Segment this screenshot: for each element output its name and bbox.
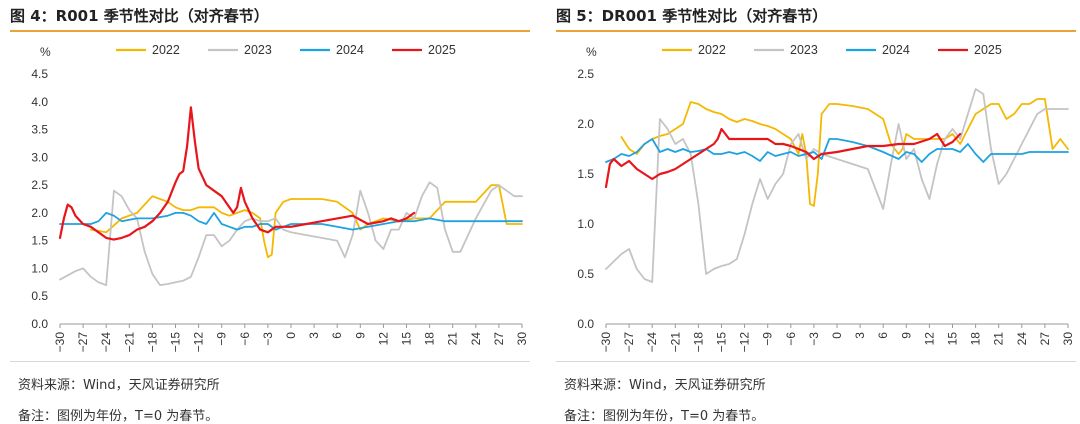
series-line-2023 xyxy=(59,181,523,287)
y-tick-label: 2.5 xyxy=(31,178,48,192)
x-tick-label: 12 xyxy=(922,332,936,346)
x-tick-label: −27 xyxy=(76,332,90,353)
x-tick-label: 27 xyxy=(492,332,506,346)
x-tick-label: −24 xyxy=(99,332,113,353)
y-tick-label: 1.0 xyxy=(577,217,594,231)
legend-label: 2024 xyxy=(882,43,910,57)
y-tick-label: 0.5 xyxy=(577,267,594,281)
y-tick-label: 1.5 xyxy=(577,167,594,181)
x-tick-label: 0 xyxy=(284,332,298,339)
x-tick-label: 24 xyxy=(1015,332,1029,346)
legend-label: 2023 xyxy=(790,43,818,57)
x-tick-label: 15 xyxy=(946,332,960,346)
legend-label: 2022 xyxy=(152,43,180,57)
legend-label: 2025 xyxy=(428,43,456,57)
series-line-2024 xyxy=(605,138,1069,163)
remark-note: 备注：图例为年份，T=0 为春节。 xyxy=(564,409,765,424)
legend-label: 2025 xyxy=(974,43,1002,57)
x-tick-label: −3 xyxy=(807,332,821,346)
x-tick-label: 3 xyxy=(853,332,867,339)
x-tick-label: 30 xyxy=(1061,332,1075,346)
x-tick-label: 27 xyxy=(1038,332,1052,346)
legend-item-2022: 2022 xyxy=(662,43,726,57)
chart-panel-r001: 图 4：R001 季节性对比（对齐春节） % 0.0 0.5 1.0 1.5 2.0 2.5… xyxy=(10,0,530,424)
series-line-2022 xyxy=(620,98,1069,207)
x-tick-label: −6 xyxy=(238,332,252,346)
series-line-2024 xyxy=(59,211,523,231)
series-line-2025 xyxy=(58,106,416,241)
x-tick-label: −30 xyxy=(599,332,613,353)
y-unit-label: % xyxy=(586,45,597,59)
legend-item-2024: 2024 xyxy=(846,43,910,57)
x-tick-label: 18 xyxy=(969,332,983,346)
legend-item-2023: 2023 xyxy=(208,43,272,57)
source-note: 资料来源：Wind，天风证券研究所 xyxy=(18,378,220,393)
chart-title: 图 4：R001 季节性对比（对齐春节） xyxy=(10,7,269,25)
x-tick-label: −15 xyxy=(169,332,183,353)
legend-item-2025: 2025 xyxy=(392,43,456,57)
legend-item-2025: 2025 xyxy=(938,43,1002,57)
y-tick-label: 4.5 xyxy=(31,67,48,81)
y-tick-label: 3.5 xyxy=(31,123,48,137)
x-tick-label: 15 xyxy=(400,332,414,346)
x-tick-label: 21 xyxy=(446,332,460,346)
x-tick-label: −12 xyxy=(738,332,752,353)
chart-panel-dr001: 图 5：DR001 季节性对比（对齐春节） % 0.0 0.5 1.0 1.5 2.0 2.… xyxy=(556,0,1076,424)
series-line-2023 xyxy=(605,88,1069,283)
y-tick-label: 2.5 xyxy=(577,67,594,81)
series-line-2025 xyxy=(604,127,962,189)
x-tick-label: −9 xyxy=(215,332,229,346)
x-tick-label: 9 xyxy=(353,332,367,339)
x-tick-label: −24 xyxy=(645,332,659,353)
x-tick-label: 9 xyxy=(899,332,913,339)
legend-label: 2023 xyxy=(244,43,272,57)
y-tick-label: 0.5 xyxy=(31,289,48,303)
x-tick-label: −9 xyxy=(761,332,775,346)
chart-title: 图 5：DR001 季节性对比（对齐春节） xyxy=(556,7,828,25)
x-tick-label: −21 xyxy=(668,332,682,353)
x-tick-label: −15 xyxy=(715,332,729,353)
source-note: 资料来源：Wind，天风证券研究所 xyxy=(564,378,766,393)
x-tick-label: 0 xyxy=(830,332,844,339)
y-tick-label: 1.5 xyxy=(31,234,48,248)
footer-divider xyxy=(10,361,530,362)
y-tick-label: 2.0 xyxy=(31,206,48,220)
y-unit-label: % xyxy=(40,45,51,59)
y-tick-label: 4.0 xyxy=(31,95,48,109)
x-tick-label: −6 xyxy=(784,332,798,346)
y-tick-label: 2.0 xyxy=(577,117,594,131)
y-tick-label: 3.0 xyxy=(31,150,48,164)
series-line-2022 xyxy=(89,184,523,259)
legend-item-2022: 2022 xyxy=(116,43,180,57)
x-tick-label: 18 xyxy=(423,332,437,346)
y-tick-label: 0.0 xyxy=(31,317,48,331)
legend-item-2023: 2023 xyxy=(754,43,818,57)
x-tick-label: 30 xyxy=(515,332,529,346)
x-tick-label: 6 xyxy=(330,332,344,339)
x-tick-label: −21 xyxy=(122,332,136,353)
x-tick-label: −12 xyxy=(192,332,206,353)
x-tick-label: 6 xyxy=(876,332,890,339)
x-tick-label: 24 xyxy=(469,332,483,346)
y-tick-label: 0.0 xyxy=(577,317,594,331)
x-tick-label: −18 xyxy=(691,332,705,353)
legend-label: 2022 xyxy=(698,43,726,57)
legend-item-2024: 2024 xyxy=(300,43,364,57)
x-tick-label: −30 xyxy=(53,332,67,353)
y-tick-label: 1.0 xyxy=(31,261,48,275)
x-tick-label: −27 xyxy=(622,332,636,353)
chart-header: 图 4：R001 季节性对比（对齐春节） xyxy=(10,0,530,32)
x-tick-label: 21 xyxy=(992,332,1006,346)
dr001-chart: %0.00.51.01.52.02.5−30 −27 −24 −21 −18 −15 −12… xyxy=(577,43,1075,353)
r001-chart: %0.00.51.01.52.02.53.03.54.04.5−30 −27 −24… xyxy=(31,43,529,353)
chart-header: 图 5：DR001 季节性对比（对齐春节） xyxy=(556,0,1076,32)
legend-label: 2024 xyxy=(336,43,364,57)
footer-divider xyxy=(556,361,1076,362)
x-tick-label: −18 xyxy=(145,332,159,353)
remark-note: 备注：图例为年份，T=0 为春节。 xyxy=(18,409,219,424)
x-tick-label: −3 xyxy=(261,332,275,346)
x-tick-label: 3 xyxy=(307,332,321,339)
x-tick-label: 12 xyxy=(376,332,390,346)
